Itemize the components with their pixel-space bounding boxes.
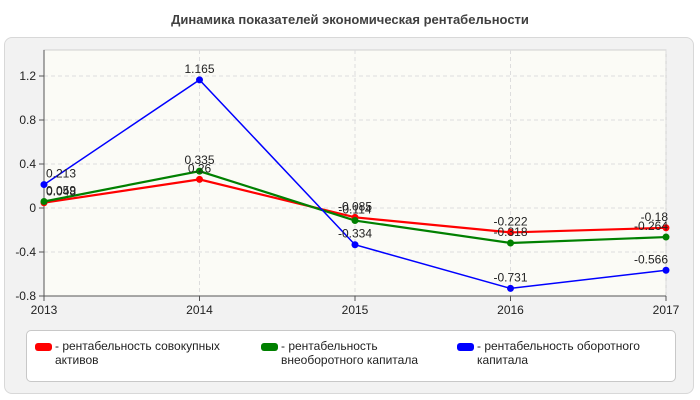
x-tick-label: 2013 — [31, 303, 58, 317]
x-axis: 2013 2014 2015 2016 2017 — [31, 295, 680, 317]
data-points — [40, 76, 670, 292]
legend: - рентабельность совокупных активов - ре… — [26, 330, 676, 382]
data-point — [507, 228, 514, 236]
data-label: -0.566 — [634, 252, 668, 266]
y-tick-label: -0.8 — [15, 289, 36, 303]
data-point — [196, 175, 203, 183]
data-label: -0.114 — [338, 203, 371, 217]
data-label: 0.059 — [46, 184, 76, 198]
data-point — [662, 233, 670, 241]
x-tick-label: 2015 — [342, 303, 369, 317]
x-tick-label: 2017 — [653, 303, 680, 317]
chart-title: Динамика показателей экономическая рента… — [171, 12, 529, 27]
data-point — [196, 76, 203, 84]
data-label: -0.318 — [493, 225, 527, 239]
data-point — [662, 266, 670, 274]
x-tick-label: 2014 — [186, 303, 213, 317]
data-point — [507, 284, 514, 292]
data-label: -0.085 — [338, 199, 372, 213]
legend-label: - рентабельность оборотного капитала — [477, 339, 640, 367]
data-point — [196, 167, 203, 175]
legend-swatch-blue — [457, 343, 474, 351]
data-label: -0.18 — [641, 210, 669, 224]
data-point — [351, 217, 359, 225]
data-label: 0.26 — [188, 161, 212, 175]
y-tick-label: 0 — [29, 201, 36, 215]
legend-swatch-red — [35, 343, 52, 351]
data-label: -0.334 — [338, 227, 372, 241]
data-point — [662, 224, 670, 232]
data-label: 0.213 — [46, 167, 76, 181]
data-point — [40, 198, 48, 206]
data-label: -0.731 — [493, 270, 527, 284]
data-point — [507, 239, 514, 247]
y-axis: 1.2 0.8 0.4 0 -0.4 -0.8 — [15, 50, 45, 303]
legend-label: - рентабельность внеоборотного капитала — [281, 339, 418, 367]
data-label: 1.165 — [184, 62, 214, 76]
legend-swatch-green — [261, 343, 278, 351]
y-tick-label: 0.8 — [19, 113, 36, 127]
data-label: 0.335 — [184, 153, 214, 167]
data-point — [351, 241, 359, 249]
data-label: 0.048 — [46, 185, 76, 199]
x-tick-label: 2016 — [497, 303, 524, 317]
y-tick-label: 1.2 — [19, 69, 36, 83]
data-point — [40, 181, 48, 189]
legend-label: - рентабельность совокупных активов — [55, 339, 220, 367]
y-tick-label: 0.4 — [19, 157, 36, 171]
data-label: -0.222 — [493, 214, 527, 228]
data-label: -0.264 — [634, 219, 668, 233]
data-labels: 0.048 0.26 -0.085 -0.222 -0.18 0.059 0.335 -0.1… — [46, 62, 668, 285]
y-tick-label: -0.4 — [15, 245, 36, 259]
